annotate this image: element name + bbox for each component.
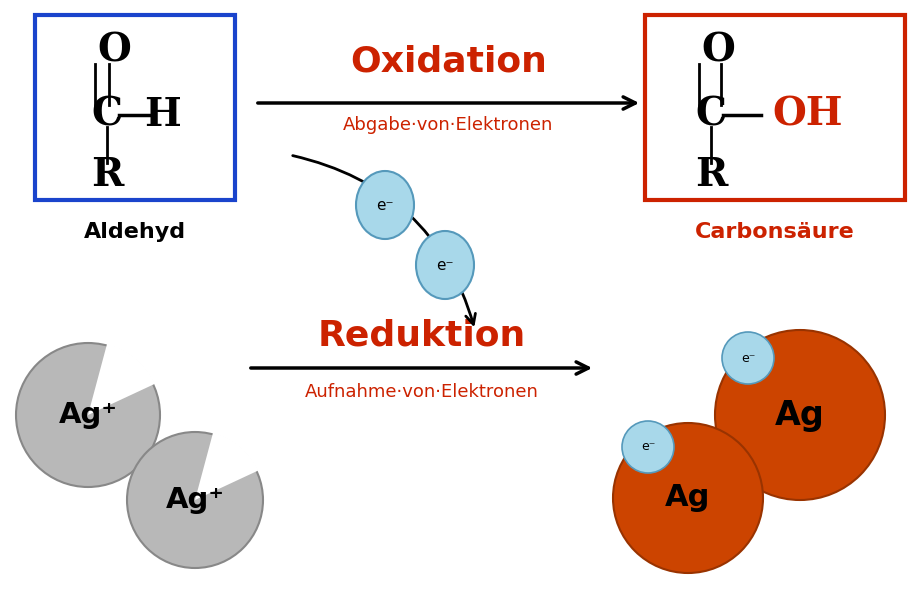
Text: e⁻: e⁻	[741, 352, 756, 365]
Wedge shape	[88, 343, 155, 415]
Text: Carbonsäure: Carbonsäure	[695, 222, 855, 242]
Wedge shape	[195, 432, 259, 500]
Text: e⁻: e⁻	[641, 441, 655, 454]
Text: Reduktion: Reduktion	[317, 318, 525, 352]
Text: C: C	[92, 96, 123, 134]
Text: e⁻: e⁻	[436, 257, 454, 273]
Bar	[645, 15, 905, 200]
Text: Ag: Ag	[666, 483, 711, 513]
Text: Aldehyd: Aldehyd	[84, 222, 186, 242]
Bar	[35, 15, 235, 200]
Circle shape	[715, 330, 885, 500]
Text: Ag⁺: Ag⁺	[166, 486, 225, 514]
Text: OH: OH	[773, 96, 844, 134]
Circle shape	[613, 423, 763, 573]
Text: Aufnahme·von·Elektronen: Aufnahme·von·Elektronen	[304, 383, 538, 401]
Circle shape	[16, 343, 160, 487]
Text: R: R	[695, 156, 727, 194]
Text: H: H	[145, 96, 182, 134]
Circle shape	[722, 332, 774, 384]
Text: e⁻: e⁻	[376, 198, 393, 212]
Text: Ag: Ag	[775, 398, 825, 431]
Text: R: R	[91, 156, 123, 194]
Text: Ag⁺: Ag⁺	[59, 401, 117, 429]
Circle shape	[622, 421, 674, 473]
Ellipse shape	[416, 231, 474, 299]
Text: O: O	[702, 31, 735, 69]
Text: Oxidation: Oxidation	[350, 45, 547, 79]
FancyArrowPatch shape	[293, 156, 475, 324]
Text: Abgabe·von·Elektronen: Abgabe·von·Elektronen	[343, 116, 554, 134]
Circle shape	[127, 432, 263, 568]
Ellipse shape	[356, 171, 414, 239]
Text: O: O	[97, 31, 131, 69]
Text: C: C	[695, 96, 726, 134]
